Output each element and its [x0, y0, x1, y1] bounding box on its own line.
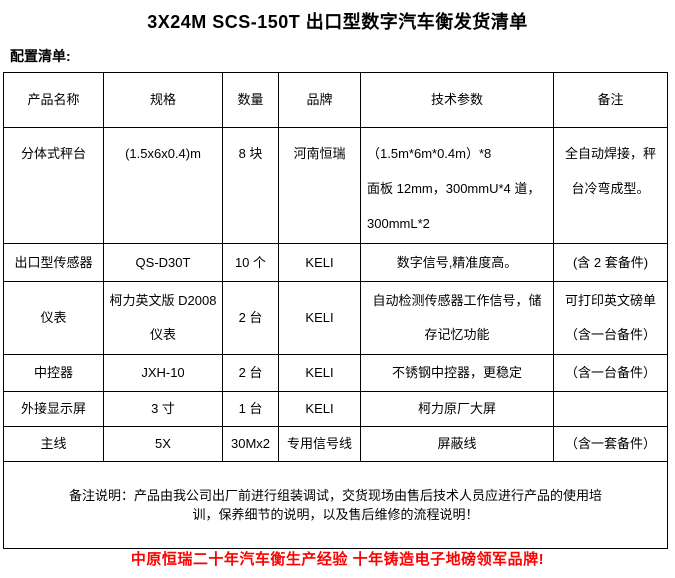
header-tech-params: 技术参数: [360, 72, 554, 128]
table-row: 仪表 柯力英文版 D2008 仪表 2 台 KELI 自动检测传感器工作信号，储…: [3, 281, 668, 355]
table-row: 出口型传感器 QS-D30T 10 个 KELI 数字信号,精准度高。 (含 2…: [3, 243, 668, 282]
cell-spec: (1.5x6x0.4)m: [103, 127, 223, 244]
cell-brand: KELI: [278, 281, 361, 355]
table-note-row: 备注说明：产品由我公司出厂前进行组装调试，交货现场由售后技术人员应进行产品的使用…: [3, 461, 668, 549]
cell-brand: KELI: [278, 391, 361, 427]
cell-brand: 专用信号线: [278, 426, 361, 462]
header-spec: 规格: [103, 72, 223, 128]
cell-product-name: 主线: [3, 426, 104, 462]
cell-quantity: 30Mx2: [222, 426, 279, 462]
cell-remarks: 可打印英文磅单 （含一台备件）: [553, 281, 668, 355]
cell-spec: QS-D30T: [103, 243, 223, 282]
cell-spec: 3 寸: [103, 391, 223, 427]
cell-brand: KELI: [278, 354, 361, 392]
cell-spec: 柯力英文版 D2008 仪表: [103, 281, 223, 355]
table-row: 分体式秤台 (1.5x6x0.4)m 8 块 河南恒瑞 （1.5m*6m*0.4…: [3, 127, 668, 244]
table-row: 主线 5X 30Mx2 专用信号线 屏蔽线 （含一套备件）: [3, 426, 668, 462]
cell-brand: 河南恒瑞: [278, 127, 361, 244]
cell-tech-params: （1.5m*6m*0.4m）*8 面板 12mm，300mmU*4 道， 300…: [360, 127, 554, 244]
table-row: 中控器 JXH-10 2 台 KELI 不锈钢中控器，更稳定 （含一台备件）: [3, 354, 668, 392]
cell-remarks: （含一台备件）: [553, 354, 668, 392]
cell-brand: KELI: [278, 243, 361, 282]
remarks-note: 备注说明：产品由我公司出厂前进行组装调试，交货现场由售后技术人员应进行产品的使用…: [3, 461, 668, 549]
header-brand: 品牌: [278, 72, 361, 128]
cell-tech-params: 自动检测传感器工作信号，储 存记忆功能: [360, 281, 554, 355]
cell-tech-params: 柯力原厂大屏: [360, 391, 554, 427]
cell-tech-params: 数字信号,精准度高。: [360, 243, 554, 282]
document-title: 3X24M SCS-150T 出口型数字汽车衡发货清单: [147, 12, 528, 32]
cell-product-name: 出口型传感器: [3, 243, 104, 282]
table-header-row: 产品名称 规格 数量 品牌 技术参数 备注: [3, 72, 668, 128]
cell-remarks: (含 2 套备件): [553, 243, 668, 282]
cell-quantity: 8 块: [222, 127, 279, 244]
cell-spec: JXH-10: [103, 354, 223, 392]
cell-remarks: （含一套备件）: [553, 426, 668, 462]
cell-quantity: 2 台: [222, 354, 279, 392]
config-list-label: 配置清单:: [10, 48, 71, 64]
cell-remarks: [553, 391, 668, 427]
table-row: 外接显示屏 3 寸 1 台 KELI 柯力原厂大屏: [3, 391, 668, 427]
cell-tech-params: 不锈钢中控器，更稳定: [360, 354, 554, 392]
cell-tech-params: 屏蔽线: [360, 426, 554, 462]
config-table: 产品名称 规格 数量 品牌 技术参数 备注 分体式秤台 (1.5x6x0.4)m…: [3, 72, 668, 549]
cell-quantity: 2 台: [222, 281, 279, 355]
cell-product-name: 仪表: [3, 281, 104, 355]
cell-quantity: 1 台: [222, 391, 279, 427]
header-remarks: 备注: [553, 72, 668, 128]
cell-spec: 5X: [103, 426, 223, 462]
cell-product-name: 分体式秤台: [3, 127, 104, 244]
header-product-name: 产品名称: [3, 72, 104, 128]
footer-slogan: 中原恒瑞二十年汽车衡生产经验 十年铸造电子地磅领军品牌!: [130, 551, 545, 568]
cell-quantity: 10 个: [222, 243, 279, 282]
header-quantity: 数量: [222, 72, 279, 128]
cell-remarks: 全自动焊接，秤 台冷弯成型。: [553, 127, 668, 244]
cell-product-name: 外接显示屏: [3, 391, 104, 427]
cell-product-name: 中控器: [3, 354, 104, 392]
